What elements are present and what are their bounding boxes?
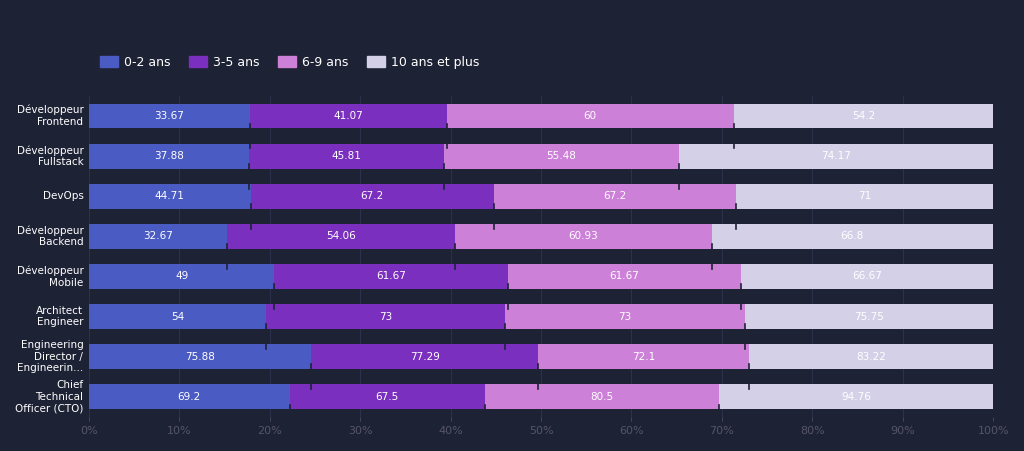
Text: 37.88: 37.88 xyxy=(155,151,184,161)
Bar xyxy=(89,184,251,209)
Bar xyxy=(89,144,250,169)
Text: 71: 71 xyxy=(858,191,871,201)
Bar xyxy=(719,384,993,410)
Bar xyxy=(251,184,494,209)
Bar xyxy=(508,264,741,289)
Bar xyxy=(89,104,250,129)
Bar xyxy=(89,384,290,410)
Bar xyxy=(266,304,506,329)
Bar xyxy=(712,224,993,249)
Bar xyxy=(226,224,455,249)
Bar xyxy=(506,304,744,329)
Text: 54.06: 54.06 xyxy=(326,231,355,241)
Text: 32.67: 32.67 xyxy=(143,231,173,241)
Bar xyxy=(744,304,993,329)
Text: 45.81: 45.81 xyxy=(332,151,361,161)
Bar xyxy=(741,264,993,289)
Bar xyxy=(89,344,311,369)
Text: 74.17: 74.17 xyxy=(821,151,851,161)
Bar xyxy=(250,144,443,169)
Text: 60: 60 xyxy=(584,111,597,121)
Bar xyxy=(89,304,266,329)
Text: 33.67: 33.67 xyxy=(155,111,184,121)
Bar xyxy=(311,344,538,369)
Text: 73: 73 xyxy=(379,312,392,322)
Legend: 0-2 ans, 3-5 ans, 6-9 ans, 10 ans et plus: 0-2 ans, 3-5 ans, 6-9 ans, 10 ans et plu… xyxy=(95,51,484,74)
Bar xyxy=(455,224,712,249)
Text: 66.67: 66.67 xyxy=(852,272,882,281)
Text: 66.8: 66.8 xyxy=(841,231,864,241)
Bar xyxy=(89,264,274,289)
Text: 67.2: 67.2 xyxy=(360,191,384,201)
Bar xyxy=(494,184,736,209)
Bar xyxy=(89,224,226,249)
Text: 94.76: 94.76 xyxy=(841,392,870,402)
Text: 44.71: 44.71 xyxy=(155,191,184,201)
Text: 75.75: 75.75 xyxy=(854,312,884,322)
Text: 61.67: 61.67 xyxy=(609,272,639,281)
Text: 41.07: 41.07 xyxy=(334,111,364,121)
Text: 72.1: 72.1 xyxy=(632,352,655,362)
Text: 75.88: 75.88 xyxy=(185,352,215,362)
Text: 67.2: 67.2 xyxy=(603,191,627,201)
Text: 55.48: 55.48 xyxy=(546,151,577,161)
Text: 73: 73 xyxy=(618,312,632,322)
Bar xyxy=(443,144,679,169)
Text: 83.22: 83.22 xyxy=(856,352,886,362)
Bar xyxy=(538,344,750,369)
Bar xyxy=(446,104,734,129)
Text: 54.2: 54.2 xyxy=(852,111,876,121)
Bar xyxy=(734,104,993,129)
Bar xyxy=(750,344,993,369)
Bar xyxy=(679,144,993,169)
Bar xyxy=(290,384,485,410)
Bar xyxy=(250,104,446,129)
Text: 77.29: 77.29 xyxy=(410,352,439,362)
Text: 54: 54 xyxy=(171,312,184,322)
Bar xyxy=(736,184,993,209)
Text: 80.5: 80.5 xyxy=(590,392,613,402)
Text: 67.5: 67.5 xyxy=(376,392,399,402)
Bar xyxy=(274,264,508,289)
Text: 60.93: 60.93 xyxy=(568,231,598,241)
Text: 69.2: 69.2 xyxy=(177,392,201,402)
Text: 49: 49 xyxy=(175,272,188,281)
Text: 61.67: 61.67 xyxy=(376,272,406,281)
Bar xyxy=(485,384,719,410)
